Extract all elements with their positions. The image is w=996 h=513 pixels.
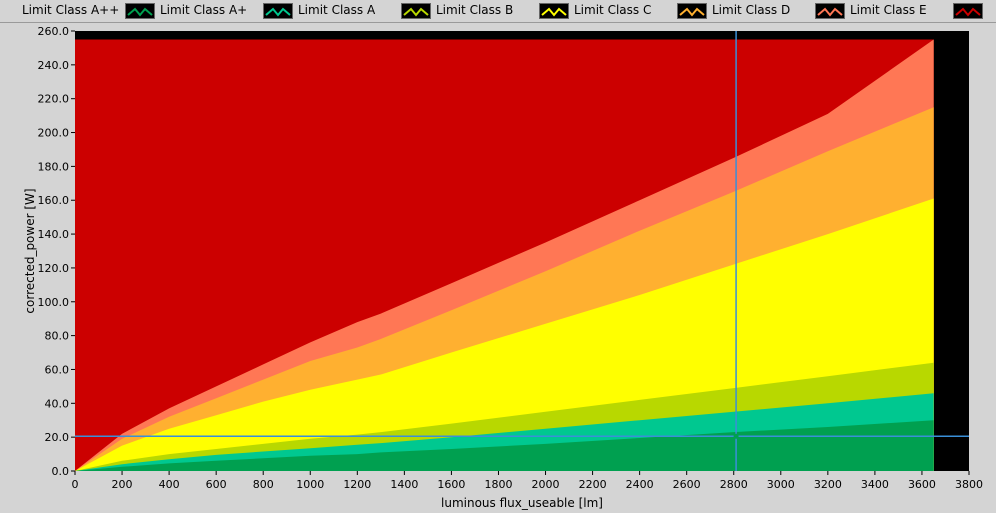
x-tick-label: 3200 — [814, 478, 842, 491]
cursor-point[interactable] — [733, 433, 739, 439]
area-limit-class-aplusplus — [75, 420, 934, 471]
legend-swatch-b-icon[interactable] — [539, 3, 569, 19]
y-tick-label: 0.0 — [52, 465, 70, 478]
x-tick-label: 1600 — [437, 478, 465, 491]
legend-swatch-c-icon[interactable] — [677, 3, 707, 19]
legend-label-d: Limit Class D — [712, 3, 791, 17]
x-axis-label: luminous flux_useable [lm] — [441, 496, 603, 510]
legend: Limit Class A++ Limit Class A+ Limit Cla… — [0, 0, 996, 23]
legend-label-b: Limit Class B — [436, 3, 514, 17]
legend-swatch-d-icon[interactable] — [815, 3, 845, 19]
y-tick-label: 120.0 — [38, 262, 70, 275]
legend-label-c: Limit Class C — [574, 3, 652, 17]
x-tick-label: 1400 — [390, 478, 418, 491]
x-tick-label: 2800 — [720, 478, 748, 491]
x-tick-label: 1000 — [296, 478, 324, 491]
y-tick-label: 100.0 — [38, 296, 70, 309]
y-tick-label: 260.0 — [38, 25, 70, 38]
legend-swatch-e-icon[interactable] — [953, 3, 983, 19]
x-tick-label: 3000 — [767, 478, 795, 491]
y-tick-label: 160.0 — [38, 194, 70, 207]
y-tick-label: 140.0 — [38, 228, 70, 241]
x-tick-label: 0 — [72, 478, 79, 491]
y-axis-label: corrected_power [W] — [23, 188, 37, 313]
x-tick-label: 600 — [206, 478, 227, 491]
x-axis-ticks: 0 200 400 600 800 1000 1200 1400 1600 1800 2000 220… — [72, 471, 983, 491]
x-tick-label: 400 — [159, 478, 180, 491]
legend-label-e: Limit Class E — [850, 3, 927, 17]
legend-swatch-a-plus-icon[interactable] — [263, 3, 293, 19]
x-tick-label: 2200 — [579, 478, 607, 491]
x-tick-label: 1800 — [484, 478, 512, 491]
y-tick-label: 80.0 — [45, 330, 70, 343]
x-tick-label: 2400 — [626, 478, 654, 491]
limit-class-areas — [75, 39, 934, 471]
y-tick-label: 180.0 — [38, 160, 70, 173]
y-tick-label: 220.0 — [38, 93, 70, 106]
legend-label-a-plus-plus: Limit Class A++ — [22, 3, 120, 17]
x-tick-label: 3400 — [861, 478, 889, 491]
x-tick-label: 2600 — [673, 478, 701, 491]
y-tick-label: 200.0 — [38, 127, 70, 140]
legend-swatch-a-plus-plus-icon[interactable] — [125, 3, 155, 19]
legend-label-a: Limit Class A — [298, 3, 376, 17]
cursor[interactable] — [75, 31, 969, 471]
y-tick-label: 20.0 — [45, 431, 70, 444]
x-tick-label: 2000 — [532, 478, 560, 491]
y-tick-label: 60.0 — [45, 363, 70, 376]
x-tick-label: 200 — [112, 478, 133, 491]
y-tick-label: 240.0 — [38, 59, 70, 72]
legend-label-a-plus: Limit Class A+ — [160, 3, 248, 17]
x-tick-label: 3600 — [908, 478, 936, 491]
y-tick-label: 40.0 — [45, 397, 70, 410]
legend-swatch-a-icon[interactable] — [401, 3, 431, 19]
x-tick-label: 3800 — [955, 478, 983, 491]
x-tick-label: 800 — [253, 478, 274, 491]
x-tick-label: 1200 — [343, 478, 371, 491]
y-axis-ticks: 0.0 20.0 40.0 60.0 80.0 100.0 120.0 140.0 160.0 1… — [38, 25, 75, 478]
